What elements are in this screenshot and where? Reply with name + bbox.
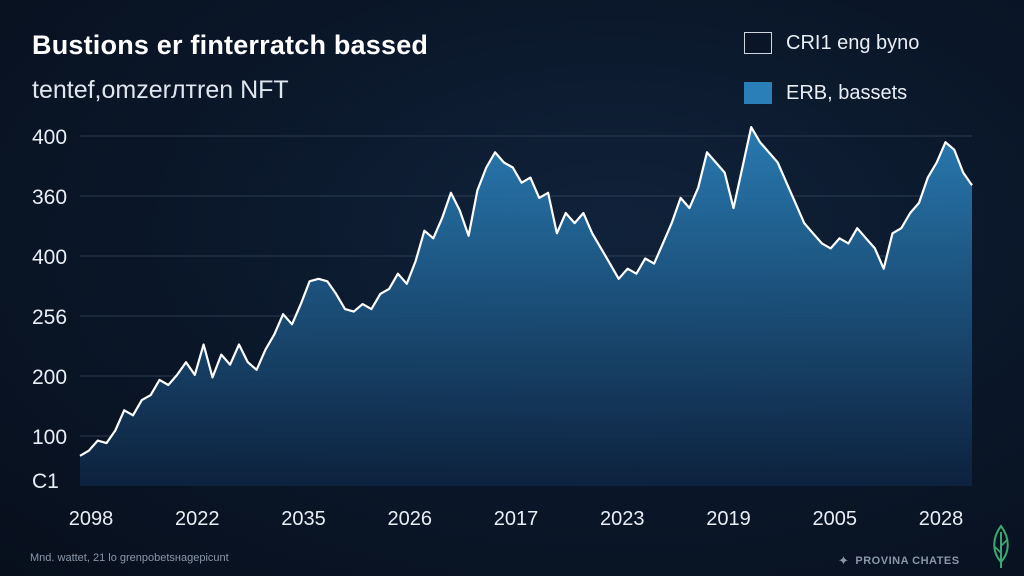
x-tick-label-4: 2017 — [494, 508, 539, 530]
legend-swatch-0 — [744, 32, 772, 54]
y-tick-label-1: 360 — [32, 186, 67, 209]
bird-icon: ✦ — [838, 553, 850, 568]
y-tick-label-5: 100 — [32, 426, 67, 449]
y-tick-label-4: 200 — [32, 366, 67, 389]
y-tick-label-2: 400 — [32, 246, 67, 269]
legend-label-0: CRI1 eng byno — [786, 31, 920, 54]
legend-swatch-1 — [744, 82, 772, 104]
series-line — [79, 125, 973, 457]
source-note: Mnd. wattet, 21 lo grenpobetsнagepicunt — [30, 552, 229, 564]
x-tick-label-2: 2035 — [281, 508, 326, 530]
legend-item-0: CRI1 eng byno — [744, 28, 919, 58]
y-tick-label-6: C1 — [32, 470, 59, 493]
x-axis-tick-labels: 2098 2022 2035 2026 2017 2023 2019 2005 2028 — [69, 508, 964, 530]
y-tick-label-3: 256 — [32, 306, 67, 329]
chart-title: Bustions er finterratch bassed — [32, 30, 429, 60]
x-tick-label-1: 2022 — [175, 508, 220, 530]
x-tick-label-3: 2026 — [388, 508, 433, 530]
legend-label-1: ERB, bassets — [786, 81, 908, 104]
chart-subtitle: tentef,omzerлтren NFT — [32, 76, 289, 104]
x-tick-label-5: 2023 — [600, 508, 645, 530]
legend: CRI1 eng byno ERB, bassets — [744, 28, 919, 128]
leaf-logo-icon — [993, 524, 1009, 568]
series-area — [80, 127, 972, 486]
legend-item-1: ERB, bassets — [744, 78, 919, 108]
brand-label: PROVINA CHATES — [855, 555, 960, 567]
y-tick-label-0: 400 — [32, 126, 67, 149]
x-tick-label-8: 2028 — [919, 508, 964, 530]
brand-credit: ✦ PROVINA CHATES — [838, 553, 960, 569]
x-tick-label-6: 2019 — [706, 508, 751, 530]
x-tick-label-7: 2005 — [813, 508, 858, 530]
y-axis-tick-labels: 400 360 400 256 200 100 C1 — [32, 126, 67, 493]
x-tick-label-0: 2098 — [69, 508, 114, 530]
series-points — [79, 127, 973, 456]
